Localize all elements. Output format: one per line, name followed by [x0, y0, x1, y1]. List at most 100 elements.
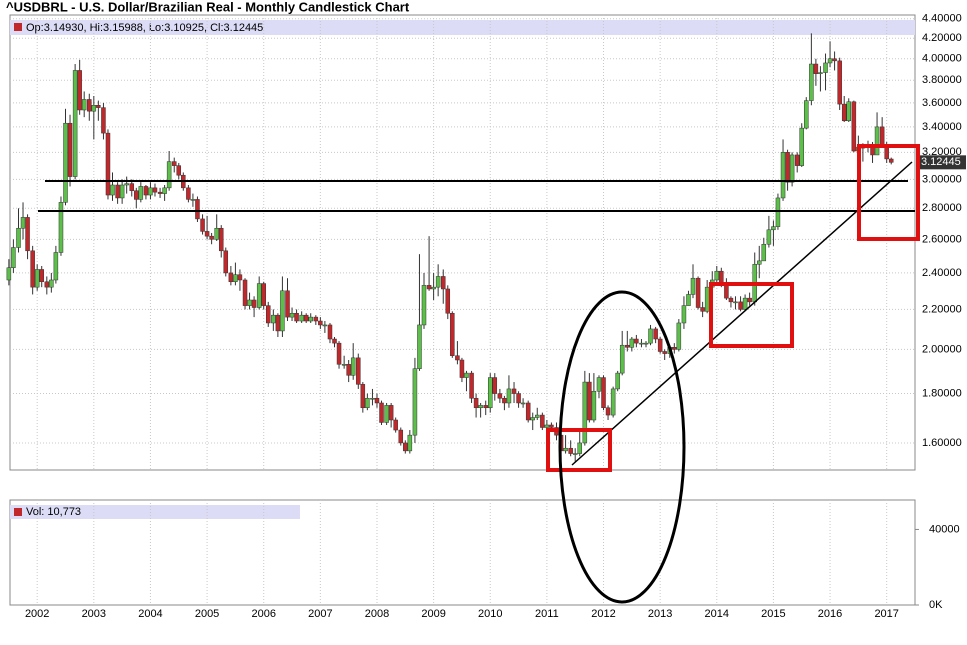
candle-body: [25, 217, 30, 252]
candle-body: [72, 70, 78, 177]
y-tick-label: 3.40000: [922, 121, 962, 133]
candle-body: [488, 377, 493, 409]
candle-body: [101, 107, 106, 134]
candle-body: [388, 405, 394, 421]
candle-body: [511, 388, 517, 394]
candle-body: [577, 442, 582, 454]
last-price-label: 3.12445: [921, 156, 961, 168]
candle-body: [318, 320, 323, 326]
volume-tick-label: 40000: [929, 523, 960, 535]
candle-body: [58, 202, 64, 253]
candle-body: [591, 390, 597, 421]
candle-body: [535, 414, 540, 418]
candle-body: [563, 447, 568, 452]
y-tick-label: 1.60000: [922, 437, 962, 449]
candle-body: [724, 285, 729, 299]
candle-body: [271, 314, 276, 324]
candle-body: [728, 297, 734, 303]
candle-body: [445, 288, 451, 314]
candle-body: [426, 285, 432, 290]
candle-body: [214, 227, 219, 240]
candle-body: [832, 58, 837, 62]
x-tick-label: 2007: [308, 608, 332, 620]
candle-body: [44, 281, 50, 288]
candle-body: [237, 274, 243, 281]
candle-body: [87, 99, 92, 112]
candle-body: [455, 355, 460, 361]
y-tick-label: 2.00000: [922, 343, 962, 355]
candle-body: [327, 324, 333, 340]
candle-body: [421, 285, 427, 326]
candle-body: [384, 405, 389, 423]
price-panel: [9, 14, 916, 471]
candle-body: [20, 217, 26, 229]
candle-body: [412, 368, 418, 436]
candle-body: [285, 290, 290, 318]
x-tick-label: 2004: [138, 608, 162, 620]
candle-body: [242, 279, 248, 306]
candle-body: [634, 338, 639, 344]
candle-body: [152, 187, 158, 193]
candle-body: [733, 301, 738, 304]
candle-body: [757, 260, 762, 265]
plot: 1.60000 1.80000 2.00000 2.20000 2.40000 2.600…: [6, 13, 966, 620]
y-tick-label: 3.80000: [922, 74, 962, 86]
candle-body: [261, 283, 266, 306]
candle-body: [657, 338, 663, 352]
y-tick-label: 2.40000: [922, 267, 962, 279]
candle-body: [303, 314, 309, 322]
y-tick-label: 2.20000: [922, 303, 962, 315]
y-tick-label: 2.80000: [922, 202, 962, 214]
candle-body: [742, 297, 748, 310]
candle-body: [379, 402, 384, 423]
x-tick-label: 2016: [818, 608, 842, 620]
candle-body: [403, 442, 408, 452]
y-tick-label: 3.20000: [922, 146, 962, 158]
candle-body: [497, 393, 503, 399]
candle-body: [91, 105, 97, 112]
candle-body: [393, 419, 398, 431]
candle-body: [766, 229, 772, 245]
candle-body: [549, 424, 554, 428]
highlight-ellipse: [558, 290, 686, 604]
candle-body: [879, 126, 885, 145]
candle-body: [530, 417, 535, 421]
candle-body: [520, 402, 526, 405]
candle-body: [544, 424, 550, 428]
y-tick-label: 3.60000: [922, 97, 962, 109]
candle-body: [846, 101, 851, 122]
candle-body: [714, 270, 720, 281]
candle-body: [789, 154, 795, 183]
trend-line: [571, 161, 913, 466]
x-tick-label: 2006: [251, 608, 275, 620]
candle-body: [256, 283, 262, 308]
legend-swatch: [14, 23, 22, 31]
highlight-box: [857, 144, 920, 241]
candle-body: [605, 407, 611, 416]
candle-body: [247, 299, 252, 306]
candle-body: [233, 274, 238, 283]
candle-body: [407, 434, 413, 452]
candle-body: [228, 272, 234, 283]
candle-body: [431, 286, 436, 290]
candle-body: [615, 372, 620, 390]
candle-body: [105, 132, 111, 196]
candle-body: [643, 342, 649, 345]
annotations: [38, 144, 920, 604]
candle-body: [370, 397, 375, 400]
candle-body: [115, 184, 120, 199]
candle-body: [648, 328, 653, 344]
candle-body: [11, 247, 16, 268]
candle-body: [289, 312, 295, 318]
candle-body: [200, 218, 205, 232]
candle-body: [6, 267, 12, 281]
candle-body: [625, 344, 630, 348]
candle-body: [218, 227, 224, 252]
candle-body: [157, 191, 163, 194]
candle-body: [417, 324, 422, 369]
candle-body: [582, 381, 588, 444]
candle-body: [166, 161, 172, 189]
candle-body: [251, 299, 257, 308]
candle-body: [672, 347, 677, 350]
candle-body: [483, 405, 488, 409]
